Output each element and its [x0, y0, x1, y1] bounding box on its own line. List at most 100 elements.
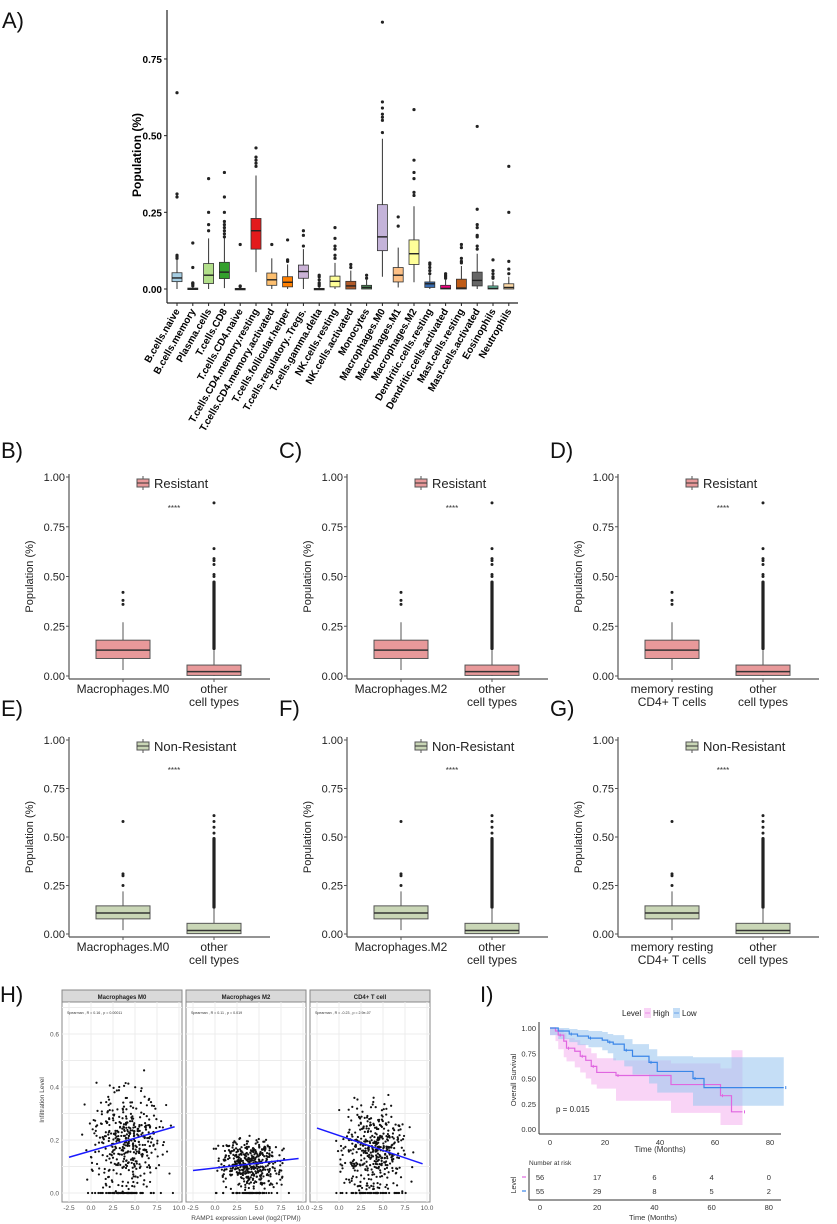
scatter-point — [108, 1084, 111, 1087]
y-tick-label: 0.2 — [50, 1138, 59, 1145]
outlier-point — [761, 825, 765, 829]
scatter-point — [377, 1156, 380, 1159]
x-tick-label: other — [200, 682, 227, 696]
scatter-point — [352, 1148, 355, 1151]
significance-annotation: **** — [717, 504, 729, 513]
y-axis-title: Population (%) — [573, 540, 585, 612]
scatter-point — [401, 1123, 404, 1126]
scatter-point — [223, 1149, 227, 1153]
outlier-point — [475, 244, 479, 248]
scatter-point — [347, 1150, 351, 1153]
scatter-point — [363, 1116, 366, 1119]
x-tick-label: memory resting — [631, 940, 714, 954]
scatter-point — [254, 1142, 257, 1145]
scatter-point — [252, 1185, 255, 1188]
risk-table-row-label: Level — [511, 1176, 518, 1193]
scatter-point — [259, 1182, 262, 1185]
legend-label: High — [653, 1009, 669, 1018]
scatter-point — [398, 1124, 401, 1128]
scatter-point — [360, 1191, 364, 1195]
survival-curve-high — [550, 1027, 743, 1113]
x-tick-label: other — [478, 940, 505, 954]
scatter-point — [227, 1154, 230, 1158]
scatter-point — [369, 1157, 372, 1160]
scatter-point — [365, 1160, 368, 1163]
scatter-point — [355, 1151, 358, 1154]
scatter-point — [94, 1125, 98, 1128]
scatter-point — [132, 1151, 136, 1154]
scatter-point — [256, 1141, 259, 1144]
risk-x-tick-label: 0 — [538, 1203, 542, 1212]
scatter-point — [249, 1151, 252, 1154]
scatter-point — [263, 1191, 266, 1195]
scatter-point — [147, 1164, 151, 1167]
scatter-point — [97, 1191, 100, 1195]
scatter-point — [94, 1191, 97, 1195]
x-tick-label: 20 — [601, 1138, 609, 1147]
scatter-point — [385, 1155, 389, 1158]
scatter-point — [140, 1124, 143, 1127]
scatter-point — [136, 1181, 139, 1184]
scatter-point — [135, 1162, 138, 1165]
outlier-point — [270, 242, 274, 247]
risk-x-tick-label: 80 — [765, 1203, 773, 1212]
x-tick-label: cell types — [467, 695, 517, 709]
scatter-point — [338, 1108, 341, 1112]
scatter-point — [372, 1187, 375, 1191]
outlier-point — [490, 559, 494, 563]
scatter-point — [268, 1153, 271, 1156]
scatter-point — [371, 1173, 374, 1176]
scatter-point — [132, 1145, 135, 1148]
scatter-point — [121, 1148, 124, 1151]
x-axis-title: RAMP1 expression Level (log2(TPM)) — [191, 1215, 300, 1222]
risk-count: 0 — [767, 1173, 771, 1182]
scatter-point — [396, 1156, 399, 1159]
x-tick-label: 10.0 — [421, 1205, 434, 1212]
outlier-point — [507, 164, 511, 168]
scatter-point — [366, 1120, 369, 1123]
scatter-point — [397, 1129, 400, 1132]
y-tick-label: 0.0 — [50, 1191, 59, 1198]
scatter-point — [363, 1191, 366, 1195]
scatter-point — [106, 1111, 109, 1114]
scatter-point — [287, 1191, 290, 1195]
outlier-point — [212, 559, 216, 563]
outlier-point — [286, 259, 290, 263]
outlier-point — [175, 91, 179, 95]
legend-key-band — [644, 1008, 651, 1018]
scatter-point — [112, 1138, 115, 1141]
scatter-point — [366, 1130, 369, 1134]
scatter-point — [358, 1189, 361, 1192]
scatter-point — [367, 1191, 370, 1195]
scatter-point — [261, 1182, 264, 1185]
scatter-point — [150, 1104, 154, 1107]
scatter-point — [103, 1135, 106, 1138]
scatter-point — [118, 1138, 121, 1141]
box — [464, 922, 520, 935]
scatter-point — [341, 1191, 344, 1195]
scatter-point — [266, 1144, 269, 1147]
scatter-point — [265, 1151, 269, 1155]
scatter-point — [236, 1150, 240, 1153]
box — [735, 922, 791, 935]
facet-title: Macrophages M0 — [98, 995, 147, 1001]
outlier-point — [412, 170, 416, 175]
scatter-point — [261, 1148, 264, 1151]
outlier-point — [459, 245, 463, 250]
x-tick-label: 80 — [766, 1138, 774, 1147]
regression-line — [192, 1157, 299, 1172]
outlier-point — [761, 547, 765, 551]
scatter-point — [380, 1175, 384, 1178]
scatter-point — [353, 1169, 356, 1172]
scatter-point — [388, 1149, 391, 1152]
outlier-point — [212, 831, 216, 835]
legend-label: Non-Resistant — [154, 739, 237, 754]
panel-label: F) — [279, 696, 300, 721]
scatter-point — [134, 1175, 137, 1178]
risk-count: 4 — [710, 1173, 714, 1182]
scatter-point — [130, 1117, 134, 1120]
outlier-point — [428, 262, 432, 267]
scatter-point — [254, 1170, 257, 1173]
scatter-point — [386, 1139, 390, 1142]
outlier-cluster — [212, 837, 216, 909]
